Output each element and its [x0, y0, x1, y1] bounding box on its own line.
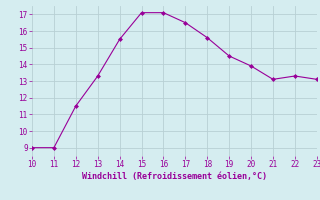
X-axis label: Windchill (Refroidissement éolien,°C): Windchill (Refroidissement éolien,°C)	[82, 172, 267, 181]
